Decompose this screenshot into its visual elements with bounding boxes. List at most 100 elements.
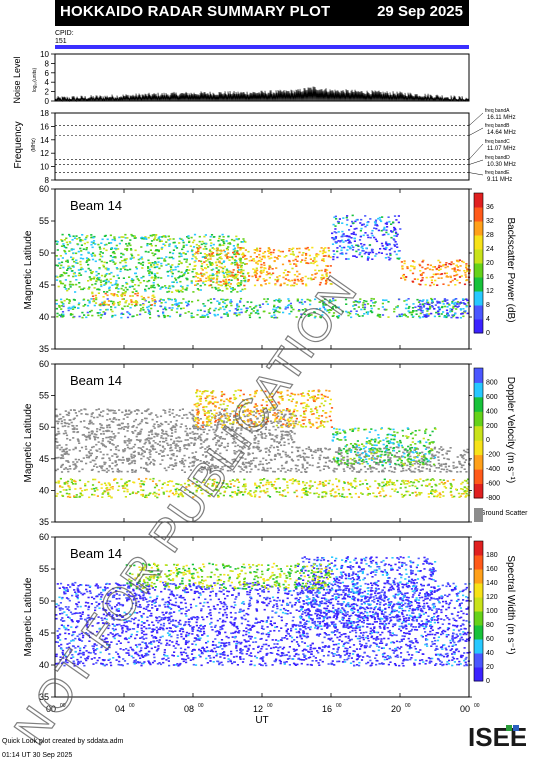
data-cell bbox=[389, 461, 392, 464]
data-cell bbox=[55, 408, 58, 411]
data-cell bbox=[222, 267, 225, 270]
data-cell bbox=[241, 457, 244, 459]
data-cell bbox=[182, 246, 185, 248]
data-cell bbox=[108, 287, 111, 290]
data-cell bbox=[226, 405, 229, 407]
data-cell bbox=[206, 433, 209, 435]
data-cell bbox=[168, 414, 171, 416]
data-cell bbox=[244, 311, 247, 313]
data-cell bbox=[161, 429, 164, 431]
data-cell bbox=[75, 414, 79, 417]
data-cell bbox=[85, 236, 88, 239]
data-cell bbox=[209, 258, 212, 260]
data-cell bbox=[459, 463, 462, 465]
data-cell bbox=[122, 289, 125, 291]
data-cell bbox=[159, 425, 162, 427]
data-cell bbox=[241, 485, 245, 488]
data-cell bbox=[177, 305, 180, 307]
data-cell bbox=[321, 314, 324, 316]
data-cell bbox=[203, 466, 206, 469]
data-cell bbox=[379, 494, 382, 497]
data-cell bbox=[144, 237, 147, 240]
data-cell bbox=[118, 242, 121, 245]
data-cell bbox=[427, 301, 430, 304]
data-cell bbox=[57, 430, 60, 433]
data-cell bbox=[181, 239, 184, 242]
data-cell bbox=[153, 279, 156, 281]
data-cell bbox=[459, 301, 462, 304]
data-cell bbox=[273, 311, 276, 314]
data-cell bbox=[252, 268, 255, 270]
data-cell bbox=[277, 449, 280, 451]
data-cell bbox=[275, 478, 278, 480]
colorbar-tick-label: 0 bbox=[486, 330, 490, 337]
data-cell bbox=[184, 253, 187, 255]
data-cell bbox=[156, 433, 159, 435]
data-cell bbox=[322, 491, 325, 493]
data-cell bbox=[193, 239, 196, 242]
data-cell bbox=[378, 484, 381, 487]
data-cell bbox=[404, 449, 407, 451]
data-cell bbox=[251, 452, 254, 455]
data-cell bbox=[382, 481, 385, 484]
data-cell bbox=[247, 452, 250, 454]
data-cell bbox=[432, 490, 435, 492]
data-cell bbox=[296, 464, 299, 467]
data-cell bbox=[402, 481, 405, 484]
data-cell bbox=[102, 311, 105, 313]
data-cell bbox=[456, 471, 459, 473]
data-cell bbox=[353, 468, 356, 470]
data-cell bbox=[148, 449, 151, 451]
data-cell bbox=[280, 438, 283, 441]
frequency-band-leader bbox=[468, 159, 484, 165]
data-cell bbox=[231, 458, 234, 461]
data-cell bbox=[347, 488, 350, 491]
data-cell bbox=[171, 291, 174, 293]
data-cell bbox=[289, 284, 293, 287]
data-cell bbox=[85, 488, 88, 491]
data-cell bbox=[106, 419, 109, 421]
data-cell bbox=[366, 494, 369, 496]
data-cell bbox=[135, 275, 138, 278]
data-cell bbox=[204, 448, 207, 450]
data-cell bbox=[274, 309, 277, 312]
data-cell bbox=[317, 253, 320, 256]
data-cell bbox=[283, 444, 286, 446]
data-cell bbox=[327, 457, 330, 459]
data-cell bbox=[455, 264, 458, 267]
data-cell bbox=[335, 468, 338, 470]
data-cell bbox=[395, 243, 398, 246]
data-cell bbox=[61, 425, 64, 428]
colorbar-tick-label: 16 bbox=[486, 274, 494, 281]
data-cell bbox=[79, 257, 82, 260]
data-cell bbox=[120, 312, 123, 315]
data-cell bbox=[196, 427, 200, 429]
data-cell bbox=[123, 483, 126, 486]
data-cell bbox=[240, 275, 243, 277]
data-cell bbox=[77, 269, 80, 271]
data-cell bbox=[195, 243, 198, 246]
data-cell bbox=[395, 235, 398, 237]
data-cell bbox=[178, 276, 181, 278]
data-cell bbox=[304, 489, 307, 492]
data-cell bbox=[334, 225, 337, 227]
data-cell bbox=[80, 446, 84, 449]
data-cell bbox=[146, 280, 149, 283]
data-cell bbox=[355, 250, 358, 253]
data-cell bbox=[333, 467, 336, 470]
data-cell bbox=[105, 308, 108, 311]
data-cell bbox=[242, 304, 246, 307]
data-cell bbox=[122, 267, 125, 269]
data-cell bbox=[232, 274, 235, 277]
data-cell bbox=[465, 495, 468, 497]
data-cell bbox=[253, 260, 256, 262]
data-cell bbox=[270, 422, 273, 424]
data-cell bbox=[229, 486, 232, 489]
data-cell bbox=[439, 302, 442, 304]
data-cell bbox=[178, 242, 181, 244]
data-cell bbox=[294, 467, 298, 470]
data-cell bbox=[241, 262, 245, 264]
data-cell bbox=[333, 459, 336, 462]
data-cell bbox=[305, 487, 308, 489]
data-cell bbox=[180, 275, 183, 278]
